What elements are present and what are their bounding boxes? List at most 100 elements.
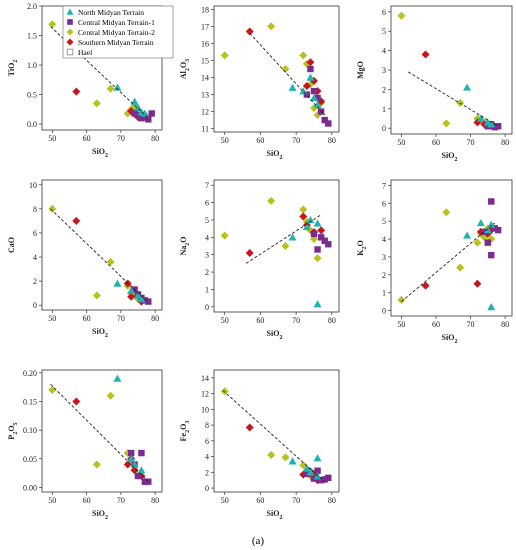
c1-data-point <box>148 110 155 117</box>
south-data-point <box>299 212 308 221</box>
plot-frame <box>213 369 340 493</box>
scatter-panel-7: 50 60 70 80 0.00 0.05 0.10 0.15 0.20 SiO2 P2O5 <box>7 369 163 521</box>
x-tick-label: 60 <box>83 496 91 505</box>
y-tick-label: 6 <box>382 8 386 17</box>
c1-data-point <box>481 228 488 236</box>
trend-line <box>245 214 322 264</box>
c1-data-point <box>134 472 142 480</box>
x-tick-label: 80 <box>328 496 336 505</box>
y-tick-label: 0 <box>382 124 386 133</box>
c1-data-point <box>484 123 491 130</box>
y-tick-label: 0.0 <box>27 120 37 129</box>
x-axis-label: SiO2 <box>267 329 283 341</box>
y-tick-label: 0 <box>33 301 37 310</box>
c2-data-point <box>48 386 57 395</box>
y-tick-label: 11 <box>201 125 209 134</box>
x-tick-label: 50 <box>397 320 405 329</box>
scatter-panel-1: 50 60 70 80 0.0 0.5 1.0 1.5 2.0 SiO2 TiO2 <box>7 2 163 159</box>
y-tick-label: 15 <box>201 56 209 65</box>
c1-data-point <box>488 198 495 205</box>
south-data-point <box>317 226 326 235</box>
y-tick-label: 6 <box>205 199 209 208</box>
north-data-point <box>306 73 315 81</box>
c2-data-point <box>397 11 406 20</box>
south-data-point <box>130 466 139 475</box>
y-tick-label: 0.20 <box>23 369 37 378</box>
y-tick-label: 18 <box>201 5 209 14</box>
y-tick-label: 4 <box>382 235 386 244</box>
south-data-point <box>72 87 81 96</box>
trend-line <box>50 384 149 483</box>
c2-data-point <box>106 257 115 266</box>
legend-marker <box>66 28 74 36</box>
y-tick-label: 10 <box>29 181 37 190</box>
north-data-point <box>487 120 496 128</box>
y-tick-label: 1.5 <box>27 32 37 41</box>
c2-data-point <box>267 22 276 31</box>
y-axis-label: MgO <box>356 61 365 79</box>
legend-marker <box>66 48 74 56</box>
x-tick-label: 80 <box>328 316 336 325</box>
plot-frame <box>390 179 513 317</box>
y-axis-label: CaO <box>7 237 16 253</box>
x-axis-label: SiO2 <box>442 333 458 345</box>
c2-data-point <box>281 65 290 73</box>
y-tick-label: 5 <box>205 216 209 225</box>
y-tick-label: 6 <box>205 437 209 446</box>
y-tick-label: 0 <box>205 484 209 493</box>
y-tick-label: 2.0 <box>27 2 37 11</box>
c2-data-point <box>92 460 101 469</box>
north-data-point <box>302 222 311 231</box>
c1-data-point <box>321 237 328 244</box>
south-data-point <box>245 248 254 257</box>
c2-data-point <box>281 453 290 462</box>
y-tick-label: 14 <box>201 74 209 83</box>
north-data-point <box>306 215 315 224</box>
x-axis-label: SiO2 <box>442 151 458 163</box>
north-data-point <box>113 374 122 382</box>
legend-entry: Southern Midyan Terrain <box>78 38 154 47</box>
c2-data-point <box>299 205 308 214</box>
x-tick-label: 50 <box>221 496 229 505</box>
y-tick-label: 3 <box>205 251 209 260</box>
c2-data-point <box>220 231 229 240</box>
y-tick-label: 5 <box>382 27 386 36</box>
plot-frame <box>41 179 163 311</box>
legend-marker <box>67 19 73 25</box>
x-tick-label: 60 <box>256 136 264 145</box>
north-data-point <box>306 468 315 476</box>
x-tick-label: 60 <box>83 314 91 323</box>
c2-data-point <box>313 254 322 263</box>
c1-data-point <box>325 120 332 127</box>
y-axis-label: P2O5 <box>7 422 19 439</box>
north-data-point <box>302 464 311 472</box>
c2-data-point <box>442 119 451 128</box>
y-tick-label: 2 <box>33 277 37 286</box>
c2-data-point <box>267 196 276 205</box>
c1-data-point <box>314 246 321 253</box>
north-data-point <box>130 97 139 105</box>
north-data-point <box>127 286 136 294</box>
x-axis-label: SiO2 <box>92 327 108 339</box>
x-tick-label: 50 <box>48 134 56 143</box>
y-tick-label: 7 <box>205 181 209 190</box>
legend-entry: North Midyan Terrain <box>78 8 144 17</box>
south-data-point <box>72 216 81 225</box>
y-tick-label: 0.15 <box>23 398 37 407</box>
y-axis-label: Fe2O3 <box>179 421 191 442</box>
c2-data-point <box>48 20 57 29</box>
c2-data-point <box>48 204 57 213</box>
x-tick-label: 70 <box>292 316 300 325</box>
y-tick-label: 16 <box>201 39 209 48</box>
north-data-point <box>134 103 142 111</box>
y-tick-label: 0.00 <box>23 483 37 492</box>
x-tick-label: 80 <box>501 320 509 329</box>
north-data-point <box>463 231 472 239</box>
north-data-point <box>487 303 496 311</box>
c2-data-point <box>473 238 482 247</box>
x-tick-label: 50 <box>48 496 56 505</box>
scatter-panel-6: 50 60 70 80 0 1 2 3 4 5 6 7 SiO2 K2O <box>356 179 513 345</box>
north-data-point <box>127 454 136 462</box>
y-tick-label: 14 <box>201 374 209 383</box>
plot-frame <box>213 5 340 133</box>
